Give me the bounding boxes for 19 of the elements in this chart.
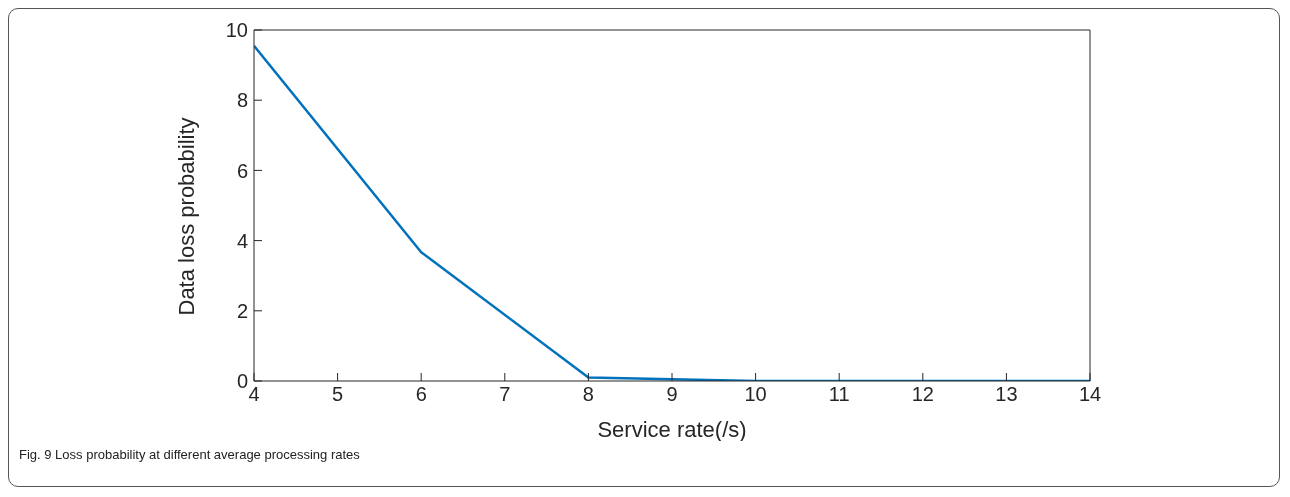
- y-tick-label: 8: [236, 89, 248, 112]
- y-tick-label: 6: [236, 159, 248, 182]
- y-axis-title: Data loss probability: [173, 117, 199, 316]
- x-tick-label: 11: [828, 383, 850, 406]
- x-tick-label: 13: [995, 383, 1018, 406]
- y-tick-label: 4: [236, 229, 248, 252]
- x-tick-label: 6: [415, 383, 427, 406]
- x-tick-label: 10: [744, 383, 767, 406]
- y-tick-label: 0: [236, 370, 248, 393]
- y-tick-label: 2: [236, 299, 248, 322]
- x-tick-label: 8: [582, 383, 594, 406]
- x-tick-label: 5: [332, 383, 344, 406]
- x-axis-title: Service rate(/s): [597, 417, 747, 442]
- x-tick-label: 14: [1078, 383, 1102, 406]
- x-tick-label: 12: [911, 383, 934, 406]
- caption: Fig. 9 Loss probability at different average processing rates: [19, 447, 360, 462]
- y-tick-label: 10: [225, 19, 248, 42]
- x-tick-label: 7: [499, 383, 511, 406]
- x-tick-label: 9: [666, 383, 678, 406]
